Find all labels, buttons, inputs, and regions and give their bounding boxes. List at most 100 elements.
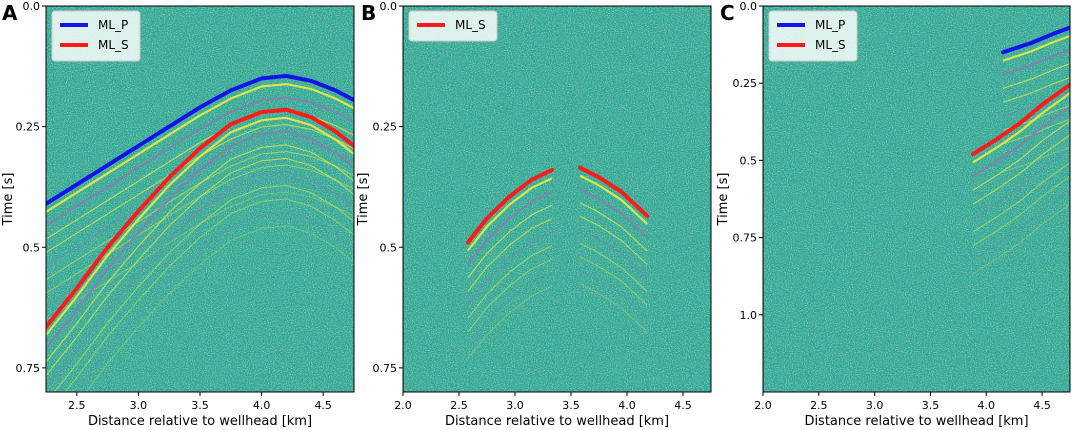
x-tick-label: 3.0 (506, 399, 524, 412)
y-tick-label: 0.0 (380, 0, 398, 13)
event-band (579, 229, 648, 279)
series-line-ml-p (46, 74, 354, 206)
event-band (467, 258, 553, 332)
legend-box (408, 10, 498, 42)
y-tick-label: 0.75 (16, 362, 41, 375)
event-band (467, 272, 553, 346)
event-band (467, 231, 553, 305)
x-tick-label: 4.5 (314, 399, 332, 412)
x-tick-label: 3.0 (130, 399, 148, 412)
x-tick-label: 2.5 (810, 399, 828, 412)
y-axis-label: Time [s] (716, 173, 731, 227)
event-band (46, 171, 354, 390)
noise-texture (403, 6, 711, 392)
legend-entry: ML_P (815, 18, 845, 32)
x-tick-label: 2.0 (754, 399, 772, 412)
series-line-ml-p (1001, 25, 1070, 55)
x-tick-label: 3.0 (866, 399, 884, 412)
x-tick-label: 4.5 (674, 399, 692, 412)
event-band (972, 148, 1070, 219)
event-band (46, 130, 354, 350)
series-line-ml-s (970, 82, 1070, 157)
event-band (1002, 48, 1070, 76)
legend: ML_P ML_S (768, 10, 858, 62)
event-band (579, 215, 648, 265)
event-band (579, 256, 648, 306)
legend-entry: ML_S (98, 38, 129, 52)
x-tick-label: 3.5 (191, 399, 209, 412)
plot-frame (402, 5, 712, 393)
y-tick-label: 0.0 (23, 0, 41, 13)
panel-letter-a: A (2, 1, 18, 25)
legend: ML_P ML_S (51, 10, 141, 62)
legend-entry: ML_S (455, 18, 486, 32)
x-tick-label: 2.5 (450, 399, 468, 412)
event-band (972, 176, 1070, 247)
event-band (1002, 34, 1070, 62)
event-band (972, 92, 1070, 164)
event-band (46, 144, 354, 363)
event-band (46, 164, 354, 294)
event-band (53, 184, 354, 392)
x-tick-label: 4.0 (253, 399, 271, 412)
event-band (579, 283, 648, 333)
event-band (75, 211, 354, 392)
event-band (579, 174, 648, 225)
event-band (972, 189, 1070, 261)
event-band (467, 177, 553, 252)
event-band (972, 134, 1070, 205)
legend: ML_S (408, 10, 498, 42)
x-axis-label: Distance relative to wellhead [km] (445, 414, 669, 429)
event-band (64, 198, 354, 392)
event-band (579, 188, 648, 239)
event-band (85, 225, 354, 392)
event-band (972, 120, 1070, 191)
legend-entry: ML_S (815, 38, 846, 52)
noise-texture (763, 6, 1070, 392)
seismic-events (46, 82, 354, 392)
x-axis-label: Distance relative to wellhead [km] (88, 414, 312, 429)
series-line-ml-s (578, 165, 650, 218)
y-tick-label: 0.75 (733, 232, 758, 245)
event-band (1002, 63, 1070, 89)
y-tick-label: 0.5 (740, 154, 758, 167)
event-band (46, 137, 354, 267)
y-tick-label: 0.5 (23, 241, 41, 254)
event-band (46, 116, 354, 336)
event-band (972, 203, 1070, 275)
event-band (467, 245, 553, 319)
y-tick-label: 0.25 (373, 121, 398, 134)
panel-letter-c: C (720, 1, 735, 25)
x-tick-label: 2.5 (68, 399, 86, 412)
x-tick-label: 3.5 (922, 399, 940, 412)
plot-frame (762, 5, 1071, 393)
legend-entry: ML_P (98, 18, 128, 32)
y-axis-label: Time [s] (356, 173, 371, 227)
event-band (579, 202, 648, 252)
x-tick-label: 3.5 (562, 399, 580, 412)
x-tick-label: 4.0 (978, 399, 996, 412)
seismic-events (972, 34, 1070, 275)
y-tick-label: 0.5 (380, 241, 398, 254)
y-tick-label: 0.25 (733, 77, 758, 90)
event-band (467, 285, 553, 359)
y-tick-label: 0.0 (740, 0, 758, 13)
y-axis-label: Time [s] (1, 173, 16, 227)
panel-a: A 2.5 3.0 3.5 4.0 4.5 0.0 0.25 0.5 0.75 Distance … (1, 0, 355, 429)
x-axis-label: Distance relative to wellhead [km] (804, 414, 1028, 429)
noise-texture (46, 6, 354, 392)
event-band (1002, 132, 1070, 159)
event-band (579, 242, 648, 292)
y-tick-label: 1.0 (740, 309, 758, 322)
x-tick-label: 2.0 (394, 399, 412, 412)
series-line-ml-s (466, 168, 554, 245)
event-band (1002, 118, 1070, 145)
event-band (972, 162, 1070, 233)
panel-c: C 2.0 2.5 3.0 3.5 4.0 4.5 0.0 0.25 0.5 0.75 1.0 Dis… (716, 0, 1071, 429)
series-line-ml-s (46, 107, 354, 329)
event-band (467, 204, 553, 278)
event-band (579, 269, 648, 320)
seismic-events (467, 174, 648, 359)
x-tick-label: 4.0 (618, 399, 636, 412)
